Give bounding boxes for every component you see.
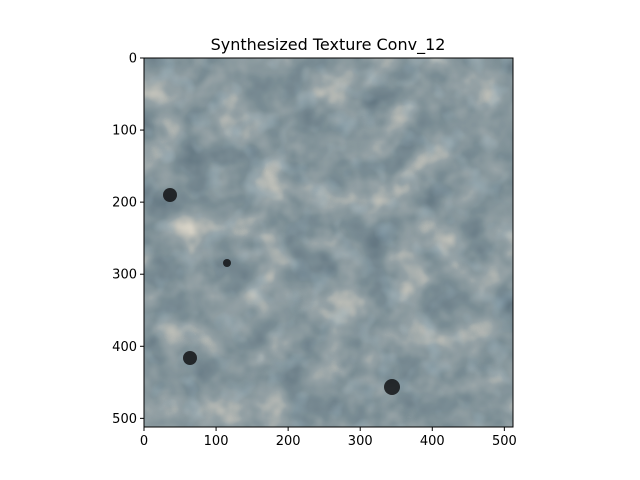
y-tick-label: 300 bbox=[112, 268, 137, 283]
dark-spot bbox=[384, 379, 400, 395]
title-group: Synthesized Texture Conv_12 bbox=[211, 35, 446, 55]
dark-spot bbox=[58, 332, 66, 340]
dark-spot bbox=[307, 455, 313, 461]
axes-frame bbox=[143, 57, 514, 428]
y-tick-label: 200 bbox=[112, 196, 137, 211]
x-tick-label: 300 bbox=[348, 434, 373, 449]
y-tick-label: 500 bbox=[112, 412, 137, 427]
dark-spot bbox=[223, 259, 231, 267]
chart-title: Synthesized Texture Conv_12 bbox=[211, 35, 446, 55]
x-tick-label: 500 bbox=[492, 434, 517, 449]
x-tick-label: 100 bbox=[204, 434, 229, 449]
dark-spot bbox=[183, 351, 197, 365]
y-tick-label: 100 bbox=[112, 124, 137, 139]
dark-spots bbox=[58, 188, 400, 461]
y-axis: 0 100 200 300 400 500 bbox=[112, 52, 144, 427]
y-tick-label: 400 bbox=[112, 340, 137, 355]
x-tick-label: 400 bbox=[420, 434, 445, 449]
x-tick-label: 200 bbox=[276, 434, 301, 449]
dark-spot bbox=[163, 188, 177, 202]
x-axis: 0 100 200 300 400 500 bbox=[140, 427, 517, 449]
x-tick-label: 0 bbox=[140, 434, 148, 449]
texture-image bbox=[58, 58, 513, 461]
y-tick-label: 0 bbox=[129, 52, 137, 67]
texture-blue-layer bbox=[144, 58, 513, 427]
